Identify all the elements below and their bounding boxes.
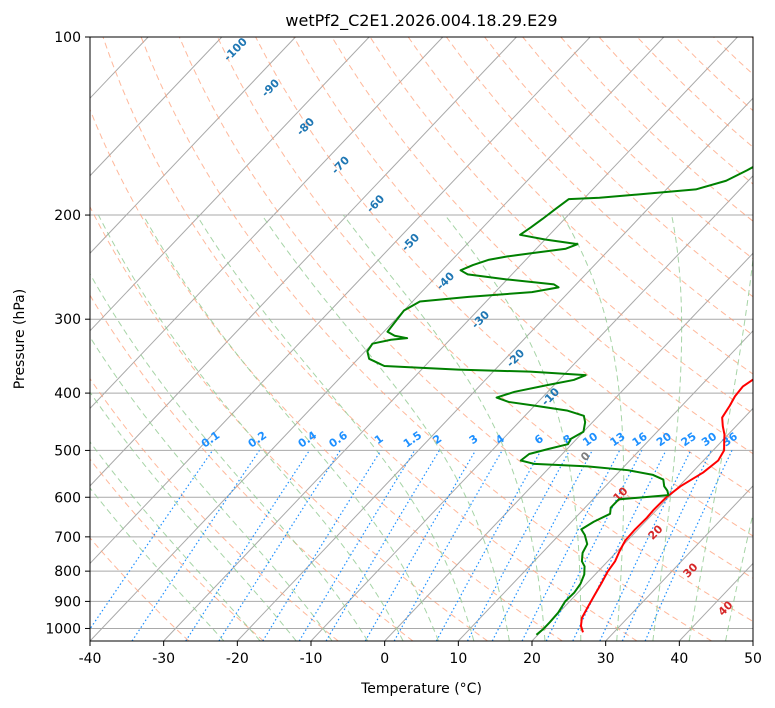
moist-adiabat — [98, 214, 404, 641]
isotherm — [90, 37, 223, 177]
mixing-ratio-line — [644, 450, 733, 641]
y-tick-label: 600 — [54, 490, 81, 506]
mixing-ratio-line — [466, 450, 571, 641]
temperature-series-line — [579, 378, 753, 633]
dry-adiabat — [407, 37, 753, 375]
isotherms — [90, 37, 753, 641]
x-tick-label: 40 — [670, 651, 688, 667]
x-axis-ticks: -40 -30 -20 -10 0 10 20 30 40 50 — [79, 641, 762, 667]
isotherm — [236, 97, 753, 641]
x-tick-label: 30 — [597, 651, 615, 667]
dry-adiabat — [90, 108, 563, 641]
sounding-series — [366, 165, 753, 636]
isotherm — [90, 37, 665, 641]
mixing-ratio-line — [298, 450, 416, 641]
x-tick-label: 50 — [744, 651, 762, 667]
x-tick-label: 10 — [449, 651, 467, 667]
isotherm — [531, 407, 753, 641]
x-tick-label: -20 — [226, 651, 249, 667]
dry-adiabat — [216, 37, 753, 579]
isotherm — [605, 485, 753, 641]
moist-adiabat — [561, 214, 625, 641]
y-tick-label: 300 — [54, 312, 81, 328]
moist-adiabat — [688, 255, 753, 641]
chart-title: wetPf2_C2E1.2026.004.18.29.E29 — [285, 11, 557, 31]
x-tick-label: -10 — [300, 651, 323, 667]
isotherm — [90, 37, 296, 255]
y-tick-label: 1000 — [45, 621, 81, 637]
isotherm — [457, 330, 753, 641]
dry-adiabat — [90, 294, 414, 641]
moist-adiabat — [652, 214, 683, 641]
dry-adiabat — [90, 205, 488, 641]
y-tick-label: 400 — [54, 386, 81, 402]
x-tick-label: 20 — [523, 651, 541, 667]
dry-adiabat — [331, 37, 753, 455]
dry-adiabat — [369, 37, 753, 415]
dry-adiabat — [293, 37, 753, 496]
mixing-ratio-line — [435, 450, 542, 641]
dry-adiabat — [255, 37, 753, 537]
dry-adiabat — [140, 37, 712, 641]
dewpoint-series-line — [366, 165, 753, 636]
x-tick-label: 0 — [380, 651, 389, 667]
moist-adiabat — [90, 487, 225, 641]
y-tick-label: 800 — [54, 564, 81, 580]
mixing-ratio-line — [521, 450, 621, 641]
mixing-ratio-line — [185, 450, 310, 641]
moist-adiabat — [342, 214, 546, 641]
mixing-ratio-line — [545, 450, 643, 641]
isotherm — [163, 37, 738, 641]
mixing-ratio-line — [131, 450, 260, 641]
mixing-ratio-line — [90, 450, 214, 630]
y-tick-label: 200 — [54, 208, 81, 224]
moist-adiabat — [90, 272, 369, 641]
mixing-ratio-line — [393, 450, 503, 641]
moist-adiabat — [444, 214, 582, 641]
moist-adiabat — [196, 214, 475, 641]
isotherm — [90, 37, 370, 332]
dry-adiabat — [90, 458, 264, 641]
mixing-ratio-line — [262, 450, 382, 641]
x-tick-label: -30 — [152, 651, 175, 667]
moist-adiabat — [142, 214, 439, 641]
isotherm — [384, 252, 753, 641]
y-tick-label: 500 — [54, 443, 81, 459]
y-tick-label: 900 — [54, 594, 81, 610]
dry-adiabat — [102, 37, 638, 641]
isotherm — [90, 37, 444, 410]
y-tick-label: 100 — [54, 30, 81, 46]
isotherm — [90, 37, 591, 565]
y-tick-label: 700 — [54, 530, 81, 546]
y-axis-ticks: 100 200 300 400 500 600 700 800 900 1000 — [45, 30, 90, 637]
dry-adiabat — [445, 37, 753, 336]
mixing-ratio-lines — [90, 450, 733, 641]
x-tick-label: -40 — [79, 651, 102, 667]
dry-adiabat — [178, 37, 753, 622]
mixing-ratio-line — [218, 450, 341, 641]
x-axis-label: Temperature (°C) — [360, 681, 482, 697]
y-axis-label: Pressure (hPa) — [12, 289, 28, 389]
isotherm — [90, 37, 517, 487]
plot-frame — [89, 36, 754, 642]
dry-adiabat — [90, 537, 190, 641]
